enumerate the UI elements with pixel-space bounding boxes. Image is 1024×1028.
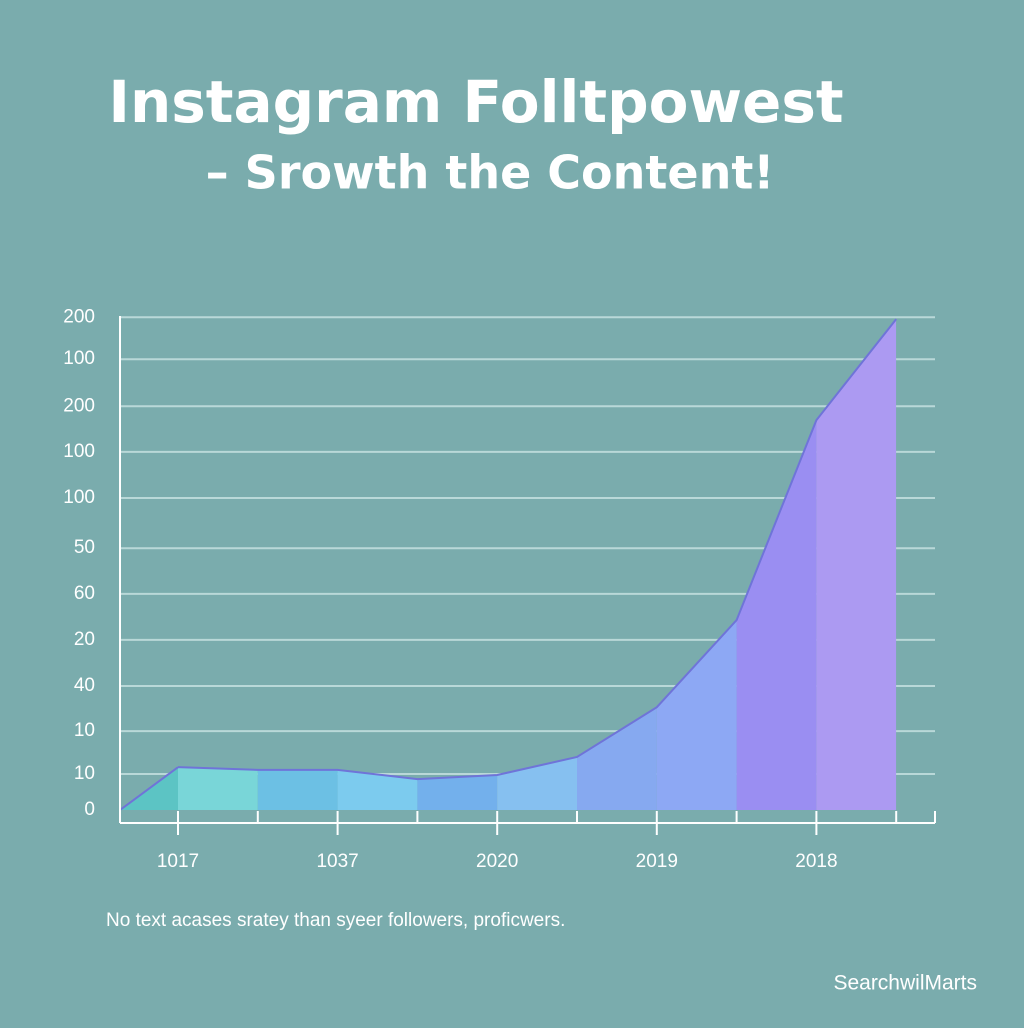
y-tick-label: 40 <box>74 675 95 696</box>
chart-subtitle: – Srowth the Content! <box>206 146 775 200</box>
x-tick-label: 1017 <box>157 851 199 872</box>
area-lead <box>119 766 179 811</box>
y-tick-label: 200 <box>63 395 95 416</box>
y-tick-label: 200 <box>63 306 95 327</box>
chart-title: Instagram Folltpowest <box>108 68 843 136</box>
y-tick-label: 100 <box>63 487 95 508</box>
x-tick-label: 2019 <box>636 851 678 872</box>
y-tick-label: 60 <box>74 583 95 604</box>
area-band <box>656 319 737 810</box>
area-band <box>736 319 817 810</box>
y-tick-label: 10 <box>74 763 95 784</box>
x-tick-label: 2018 <box>795 851 837 872</box>
y-tick-label: 10 <box>74 720 95 741</box>
x-tick-label: 1037 <box>316 851 358 872</box>
y-tick-label: 100 <box>63 441 95 462</box>
y-tick-label: 20 <box>74 629 95 650</box>
watermark: SearchwilMarts <box>833 972 977 995</box>
area-line <box>177 318 897 781</box>
y-tick-label: 0 <box>84 799 95 820</box>
y-tick-label: 50 <box>74 537 95 558</box>
area-band <box>816 319 897 810</box>
x-tick-label: 2020 <box>476 851 518 872</box>
y-tick-label: 100 <box>63 348 95 369</box>
footnote: No text acases sratey than syeer followe… <box>106 910 565 931</box>
